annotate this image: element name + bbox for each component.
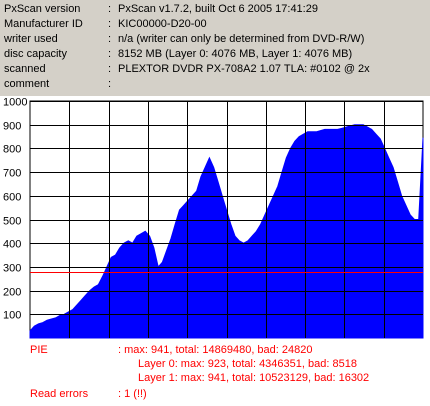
y-tick-label: 600 [3, 192, 21, 204]
info-key: disc capacity [4, 48, 67, 60]
layer0-stats: Layer 0: max: 923, total: 4346351, bad: … [138, 358, 357, 370]
info-key: scanned [4, 63, 46, 75]
y-tick-label: 400 [3, 239, 21, 251]
y-tick-label: 100 [3, 310, 21, 322]
info-value: PLEXTOR DVDR PX-708A2 1.07 TLA: #0102 @ … [118, 63, 370, 75]
info-separator: : [108, 3, 112, 15]
y-tick-label: 900 [3, 121, 21, 133]
stats-panel: PIE : max: 941, total: 14869480, bad: 24… [0, 340, 430, 406]
pie-error-chart: 100 200 300 400 500 600 700 800 900 1000 [3, 97, 424, 339]
read-errors-label: Read errors [30, 388, 89, 400]
y-tick-label: 300 [3, 263, 21, 275]
info-value: PxScan v1.7.2, built Oct 6 2005 17:41:29 [118, 3, 318, 15]
y-tick-label: 700 [3, 168, 21, 180]
info-value: KIC00000-D20-00 [118, 18, 207, 30]
info-separator: : [108, 33, 112, 45]
pie-label: PIE [30, 344, 48, 356]
info-key: writer used [4, 33, 58, 45]
info-separator: : [108, 63, 112, 75]
info-key: comment [4, 78, 50, 90]
scan-info-panel: PxScan version : PxScan v1.7.2, built Oc… [0, 0, 430, 96]
read-errors-value: : 1 (!!) [118, 388, 147, 400]
y-tick-label: 1000 [3, 97, 27, 109]
pie-chart-panel: 100 200 300 400 500 600 700 800 900 1000 [0, 96, 430, 340]
layer1-stats: Layer 1: max: 941, total: 10523129, bad:… [138, 372, 370, 384]
info-key: Manufacturer ID [4, 18, 83, 30]
info-value: n/a (writer can only be determined from … [118, 33, 365, 45]
info-value: 8152 MB (Layer 0: 4076 MB, Layer 1: 4076… [118, 48, 353, 60]
y-tick-label: 200 [3, 287, 21, 299]
info-separator: : [108, 78, 112, 90]
y-tick-label: 500 [3, 216, 21, 228]
info-separator: : [108, 18, 112, 30]
info-key: PxScan version [4, 3, 81, 15]
pie-total: : max: 941, total: 14869480, bad: 24820 [118, 344, 313, 356]
info-separator: : [108, 48, 112, 60]
y-tick-label: 800 [3, 144, 21, 156]
